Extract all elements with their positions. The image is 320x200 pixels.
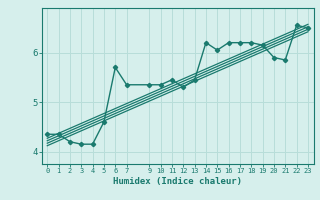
X-axis label: Humidex (Indice chaleur): Humidex (Indice chaleur): [113, 177, 242, 186]
